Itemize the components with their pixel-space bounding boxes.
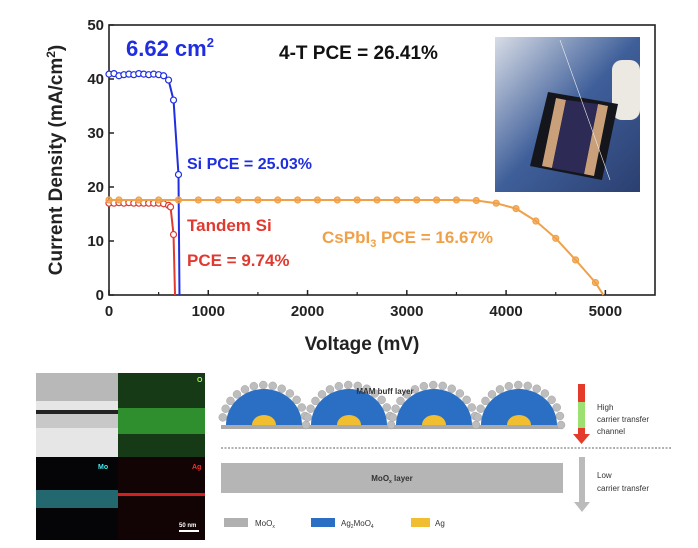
data-point [333, 196, 341, 204]
data-point [105, 196, 113, 204]
data-point [169, 230, 178, 239]
data-point [274, 196, 282, 204]
y-tick-label: 10 [87, 233, 104, 250]
scale-bar [179, 530, 199, 532]
data-point [234, 196, 242, 204]
low-label: Low [597, 471, 612, 480]
data-point [254, 196, 262, 204]
x-tick-label: 5000 [589, 303, 622, 320]
si-pce-annotation: Si PCE = 25.03% [187, 156, 312, 173]
high-label-3: channel [597, 427, 625, 436]
x-tick-label: 4000 [489, 303, 522, 320]
low-label-2: carrier transfer [597, 484, 649, 493]
data-point [532, 217, 540, 225]
y-tick-label: 30 [87, 125, 104, 142]
data-point [433, 196, 441, 204]
x-axis-label: Voltage (mV) [305, 334, 420, 355]
x-tick-label: 2000 [291, 303, 324, 320]
o-map-label: O [197, 377, 203, 384]
y-tick-label: 20 [87, 179, 104, 196]
data-point [214, 196, 222, 204]
data-point [135, 196, 143, 204]
data-point [591, 278, 600, 287]
tandem-pce-annotation: PCE = 9.74% [187, 251, 290, 270]
data-point [413, 196, 421, 204]
series-line [109, 198, 605, 296]
data-point [492, 199, 500, 207]
data-point [373, 196, 381, 204]
area-annotation: 6.62 cm2 [126, 35, 214, 61]
mo-map-label: Mo [98, 464, 108, 471]
legend-moox: MoOx [255, 519, 275, 530]
x-tick-label: 1000 [192, 303, 225, 320]
data-point [174, 170, 183, 179]
y-tick-label: 50 [87, 17, 104, 34]
mam-dome [303, 380, 396, 430]
mam-dome [218, 380, 311, 430]
data-point [115, 196, 123, 204]
gray-arrow-icon [574, 502, 590, 512]
mam-dome [388, 380, 481, 430]
data-point [353, 196, 361, 204]
data-point [552, 234, 560, 242]
inset-photo [495, 37, 640, 192]
series-1 [105, 199, 178, 296]
four-terminal-pce-annotation: 4-T PCE = 26.41% [279, 43, 438, 64]
data-point [169, 96, 178, 104]
series-line [109, 201, 177, 296]
red-arrow-icon [573, 434, 590, 444]
jv-chart: 0 1000 2000 3000 4000 5000 0 10 20 30 40 50 Voltage… [44, 17, 656, 355]
data-point [160, 72, 168, 80]
y-tick-label: 0 [96, 287, 104, 304]
data-point [294, 196, 302, 204]
mam-buff-layer-label: MAM buff layer [356, 387, 413, 396]
high-label: High [597, 403, 613, 412]
series-0 [105, 69, 183, 296]
cspbi3-pce-annotation: CsPbI3 PCE = 16.67% [322, 228, 493, 250]
series-2 [105, 196, 605, 296]
data-point [512, 205, 520, 213]
scale-bar-label: 50 nm [179, 523, 196, 529]
data-point [472, 196, 480, 205]
tandem-si-annotation: Tandem Si [187, 216, 272, 235]
y-axis-label: Current Density (mA/cm2) [44, 45, 67, 276]
plot-frame [108, 24, 656, 296]
high-label-2: carrier transfer [597, 415, 649, 424]
y-tick-label: 40 [87, 71, 104, 88]
series-line [108, 72, 181, 296]
x-tick-label: 0 [105, 303, 113, 320]
data-point [166, 203, 175, 211]
data-point [313, 196, 322, 204]
legend-ag: Ag [435, 519, 445, 528]
mam-dome [473, 380, 566, 430]
mam-schematic: MAM buff layer High carrier transfer cha… [218, 380, 672, 530]
data-point [194, 196, 202, 204]
legend-ag2moo4: Ag2MoO4 [341, 519, 374, 530]
eds-micrographs: O Mo Ag 50 nm [36, 373, 205, 540]
data-point [164, 76, 173, 84]
data-point [174, 196, 183, 204]
data-point [155, 196, 163, 204]
x-tick-label: 3000 [390, 303, 423, 320]
data-point [571, 256, 580, 264]
legend: MoOx Ag2MoO4 Ag [224, 518, 445, 530]
ag-map-label: Ag [192, 464, 201, 471]
data-point [393, 196, 401, 204]
data-point [452, 196, 461, 204]
moox-layer [221, 463, 563, 493]
moox-layer-label: MoOx layer [371, 474, 412, 485]
